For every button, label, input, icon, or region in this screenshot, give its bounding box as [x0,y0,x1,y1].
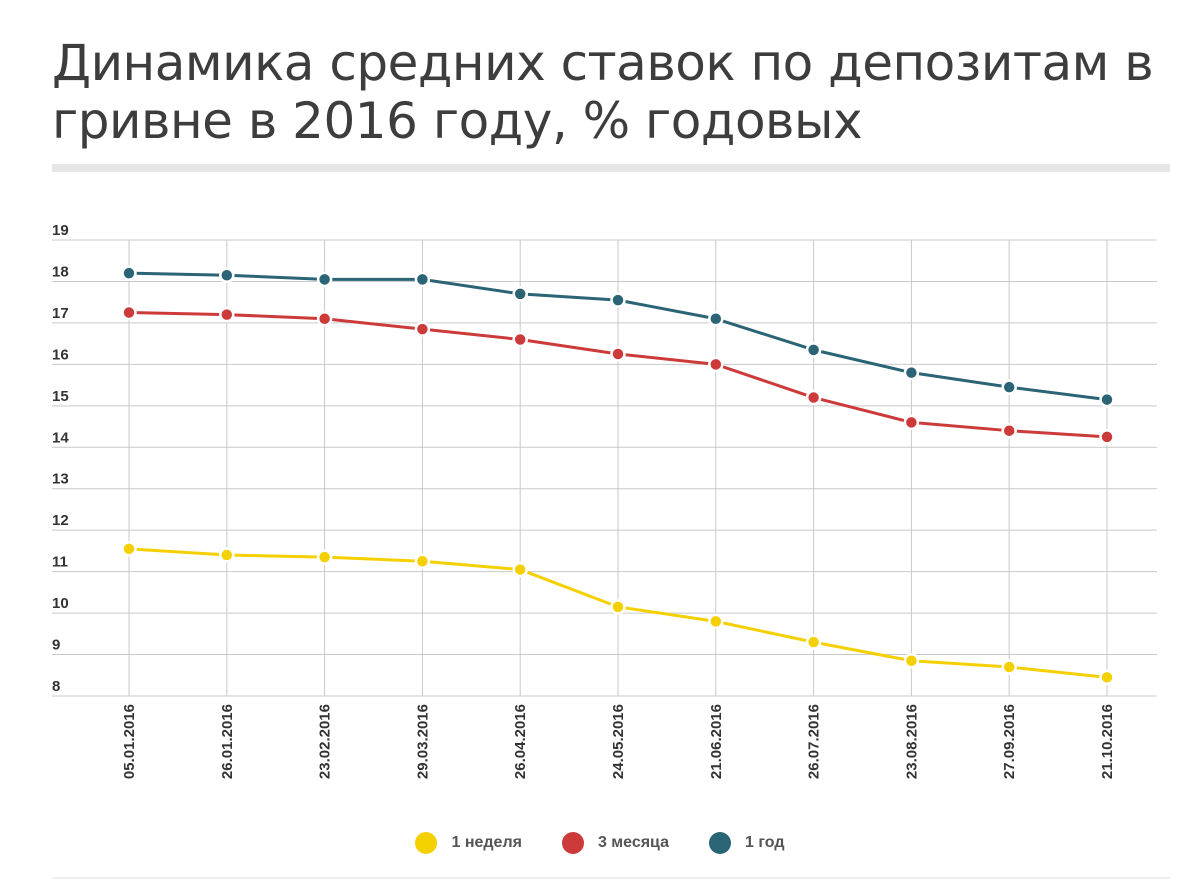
legend-label-3-months: 3 месяца [597,834,669,851]
data-point[interactable] [316,311,333,327]
x-tick-label: 26.01.2016 [219,704,236,779]
y-tick-label: 10 [52,595,69,612]
data-point[interactable] [610,292,626,308]
y-tick-label: 16 [52,346,69,363]
data-point[interactable] [316,271,333,288]
x-tick-label: 21.06.2016 [708,704,725,779]
series-3 [121,265,1115,408]
data-point[interactable] [121,304,137,321]
x-tick-label: 23.02.2016 [317,704,334,779]
legend-item-3-months[interactable]: 3 месяца [561,832,669,854]
grid-lines [52,239,1157,697]
x-tick-label: 21.10.2016 [1099,704,1116,779]
y-tick-label: 13 [52,471,69,488]
data-point[interactable] [610,599,626,615]
x-tick-label: 26.04.2016 [512,704,529,779]
series-1 [121,541,1115,686]
legend: 1 неделя 3 месяца 1 год [0,832,1200,854]
data-point[interactable] [903,414,920,431]
data-point[interactable] [610,346,626,362]
data-point[interactable] [121,265,137,281]
legend-marker-3-months [561,832,584,854]
data-point[interactable] [1099,429,1115,445]
data-point[interactable] [903,364,920,381]
legend-item-1-week[interactable]: 1 неделя [415,832,522,854]
y-tick-label: 14 [52,429,69,446]
data-point[interactable] [219,306,235,323]
y-tick-label: 18 [52,263,69,280]
data-point[interactable] [708,613,724,630]
y-tick-label: 8 [52,678,60,695]
chart-title: Динамика средних ставок по депозитам в г… [52,34,1154,150]
y-tick-label: 19 [52,222,69,239]
y-axis-ticks: 8 9 10 11 12 13 14 15 16 17 18 19 [52,222,69,695]
data-point[interactable] [1001,659,1017,675]
series-2 [121,304,1115,445]
data-point[interactable] [805,342,822,358]
data-point[interactable] [805,634,822,650]
legend-item-1-year[interactable]: 1 год [708,832,785,854]
y-tick-label: 17 [52,305,69,322]
x-tick-label: 27.09.2016 [1001,704,1018,779]
data-point[interactable] [1099,391,1115,408]
x-tick-label: 29.03.2016 [414,704,431,779]
data-point[interactable] [708,311,724,327]
data-point[interactable] [512,561,528,578]
data-point[interactable] [121,541,137,557]
x-tick-label: 23.08.2016 [903,704,920,779]
data-point[interactable] [1099,669,1115,686]
data-point[interactable] [805,389,822,406]
legend-label-1-year: 1 год [744,834,785,851]
line-chart: 8 9 10 11 12 13 14 15 16 17 18 19 05.01.2016 26.01.2… [52,222,1157,779]
y-tick-label: 15 [52,388,69,405]
data-point[interactable] [903,653,920,669]
data-point[interactable] [1001,379,1017,395]
legend-marker-1-year [708,832,731,854]
legend-label-1-week: 1 неделя [451,834,522,851]
data-point[interactable] [316,549,333,565]
x-tick-label: 24.05.2016 [610,704,627,779]
data-point[interactable] [414,553,431,570]
bottom-divider [52,877,1170,879]
x-tick-label: 26.07.2016 [806,704,823,779]
title-divider [52,164,1170,172]
data-point[interactable] [1001,422,1017,439]
series-lines [121,265,1115,686]
y-tick-label: 11 [52,554,68,571]
legend-marker-1-week [415,832,438,854]
data-point[interactable] [219,267,235,283]
data-point[interactable] [708,356,724,373]
y-tick-label: 12 [52,512,69,529]
data-point[interactable] [219,547,235,563]
data-point[interactable] [512,331,528,348]
x-tick-label: 05.01.2016 [121,704,138,779]
data-point[interactable] [512,286,528,302]
data-point[interactable] [414,271,431,288]
y-tick-label: 9 [52,637,60,654]
data-point[interactable] [414,321,431,337]
x-axis-ticks: 05.01.2016 26.01.2016 23.02.2016 29.03.2016… [121,704,1116,779]
